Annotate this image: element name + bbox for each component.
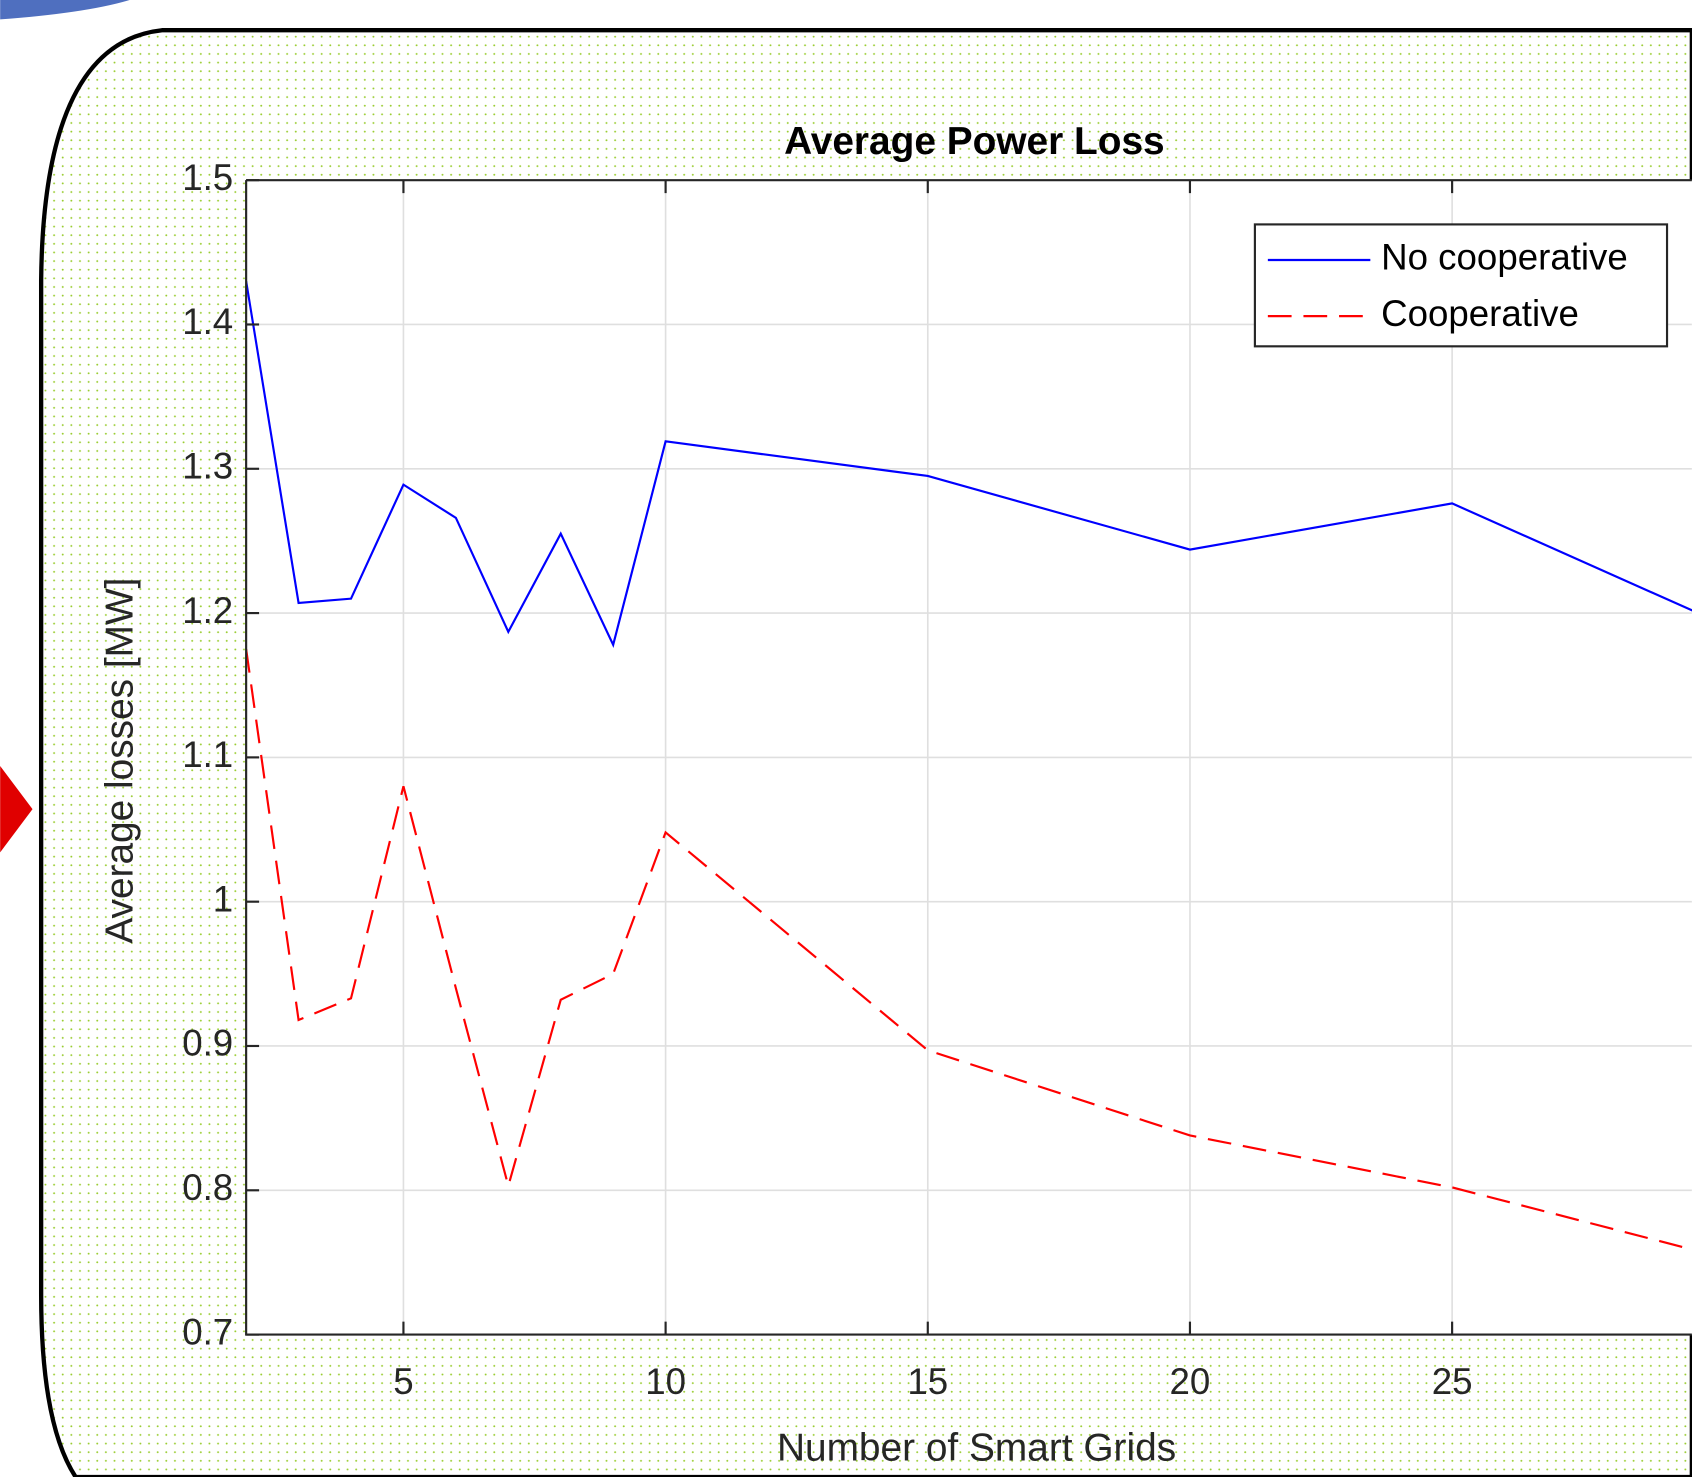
x-axis-label: Number of Smart Grids	[777, 1426, 1176, 1469]
x-tick-label: 10	[645, 1361, 686, 1402]
arrow	[0, 766, 33, 853]
y-tick-label: 1.1	[182, 734, 233, 775]
x-tick-label: 15	[907, 1361, 948, 1402]
legend-box	[1253, 223, 1669, 348]
series-line	[246, 649, 1692, 1251]
chart-title: Average Power Loss	[784, 120, 1165, 163]
x-tick-label: 25	[1432, 1361, 1473, 1402]
y-tick-label: 0.9	[182, 1023, 233, 1064]
y-tick-label: 1	[213, 878, 233, 919]
series-line	[246, 281, 1692, 648]
legend-label: No cooperative	[1381, 237, 1628, 278]
decor-shape	[0, 0, 130, 20]
y-axis-label: Average losses [MW]	[98, 578, 141, 944]
y-tick-label: 1.2	[182, 590, 233, 631]
x-tick-label: 5	[393, 1361, 413, 1402]
y-tick-label: 1.3	[182, 445, 233, 486]
x-tick-label: 20	[1170, 1361, 1211, 1402]
legend-label: Cooperative	[1381, 293, 1579, 334]
y-tick-label: 0.8	[182, 1167, 233, 1208]
y-tick-label: 1.5	[182, 157, 233, 198]
y-tick-label: 1.4	[182, 301, 233, 342]
y-tick-label: 0.7	[182, 1311, 233, 1352]
